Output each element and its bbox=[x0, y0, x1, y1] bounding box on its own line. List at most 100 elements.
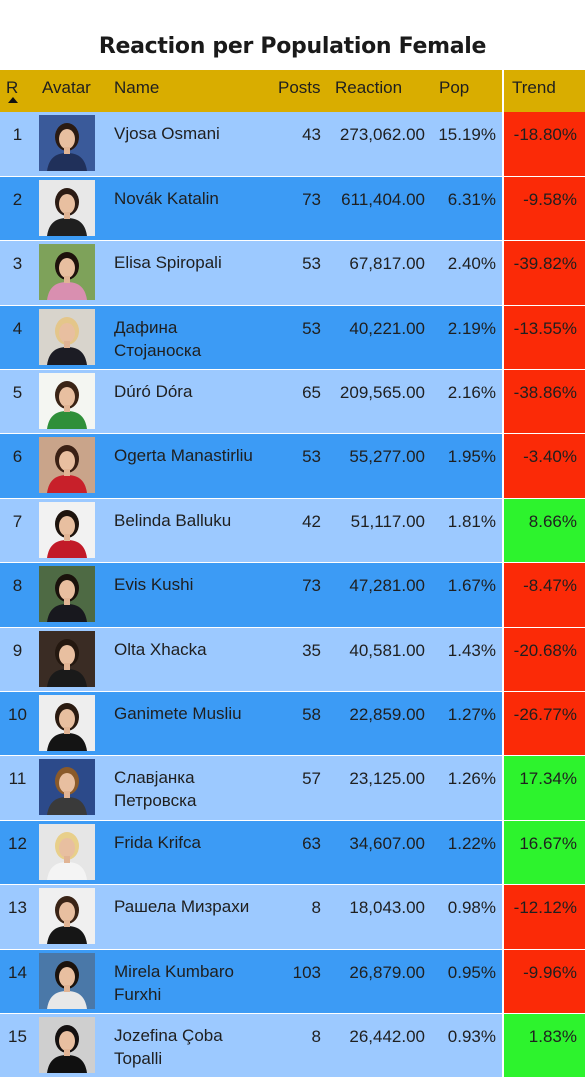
name-cell: Mirela Kumbaro Furxhi bbox=[106, 949, 270, 1014]
avatar[interactable] bbox=[39, 759, 95, 816]
posts-cell: 73 bbox=[270, 562, 327, 628]
avatar[interactable] bbox=[39, 501, 95, 558]
avatar[interactable] bbox=[39, 888, 95, 945]
trend-cell: -12.12% bbox=[502, 884, 585, 950]
reaction-cell: 18,043.00 bbox=[327, 884, 431, 950]
report-title: Reaction per Population Female bbox=[98, 34, 487, 59]
name-cell: Olta Xhacka bbox=[106, 627, 270, 693]
rank-cell: 11 bbox=[0, 755, 34, 821]
table-row[interactable]: 13 Рашела Мизрахи 8 18,043.00 0.98% -12.12% bbox=[0, 884, 585, 950]
reaction-cell: 26,442.00 bbox=[327, 1013, 431, 1078]
trend-cell: 8.66% bbox=[502, 498, 585, 564]
reaction-cell: 51,117.00 bbox=[327, 498, 431, 564]
avatar-cell bbox=[34, 627, 106, 693]
posts-cell: 73 bbox=[270, 176, 327, 242]
rank-cell: 1 bbox=[0, 112, 34, 177]
avatar-portrait-icon bbox=[39, 115, 95, 171]
table-row[interactable]: 2 Novák Katalin 73 611,404.00 6.31% -9.58% bbox=[0, 176, 585, 242]
name-cell: Frida Krifca bbox=[106, 820, 270, 886]
reaction-cell: 209,565.00 bbox=[327, 369, 431, 435]
avatar[interactable] bbox=[39, 308, 95, 365]
rank-cell: 3 bbox=[0, 240, 34, 306]
reaction-cell: 23,125.00 bbox=[327, 755, 431, 821]
avatar-cell bbox=[34, 755, 106, 821]
avatar[interactable] bbox=[39, 952, 95, 1009]
posts-cell: 8 bbox=[270, 884, 327, 950]
posts-cell: 65 bbox=[270, 369, 327, 435]
avatar-cell bbox=[34, 691, 106, 757]
reaction-cell: 34,607.00 bbox=[327, 820, 431, 886]
reaction-cell: 611,404.00 bbox=[327, 176, 431, 242]
avatar-cell bbox=[34, 1013, 106, 1078]
pop-cell: 6.31% bbox=[431, 176, 503, 242]
avatar[interactable] bbox=[39, 179, 95, 236]
trend-cell: -3.40% bbox=[502, 433, 585, 499]
table-body: 1 Vjosa Osmani 43 273,062.00 15.19% -18.80% 2 N… bbox=[0, 112, 585, 1078]
avatar-portrait-icon bbox=[39, 179, 95, 236]
trend-cell: -13.55% bbox=[502, 305, 585, 371]
pop-cell: 2.40% bbox=[431, 240, 503, 306]
posts-cell: 43 bbox=[270, 112, 327, 177]
column-header-reaction[interactable]: Reaction bbox=[327, 70, 431, 112]
reaction-cell: 40,581.00 bbox=[327, 627, 431, 693]
table-row[interactable]: 4 Дафина Стојаноска 53 40,221.00 2.19% -13.55… bbox=[0, 305, 585, 371]
pop-cell: 0.98% bbox=[431, 884, 503, 950]
table-row[interactable]: 7 Belinda Balluku 42 51,117.00 1.81% 8.66% bbox=[0, 498, 585, 564]
table-row[interactable]: 3 Elisa Spiropali 53 67,817.00 2.40% -39.82% bbox=[0, 240, 585, 306]
name-cell: Ganimete Musliu bbox=[106, 691, 270, 757]
posts-cell: 35 bbox=[270, 627, 327, 693]
avatar[interactable] bbox=[39, 115, 95, 171]
pop-cell: 1.81% bbox=[431, 498, 503, 564]
column-header-avatar[interactable]: Avatar bbox=[34, 70, 106, 112]
avatar[interactable] bbox=[39, 1016, 95, 1073]
table-row[interactable]: 1 Vjosa Osmani 43 273,062.00 15.19% -18.80% bbox=[0, 112, 585, 177]
posts-cell: 63 bbox=[270, 820, 327, 886]
avatar[interactable] bbox=[39, 695, 95, 752]
avatar-portrait-icon bbox=[39, 630, 95, 687]
name-cell: Jozefina Çoba Topalli bbox=[106, 1013, 270, 1078]
column-header-posts[interactable]: Posts bbox=[270, 70, 327, 112]
table-row[interactable]: 15 Jozefina Çoba Topalli 8 26,442.00 0.93% 1.… bbox=[0, 1013, 585, 1078]
name-cell: Дафина Стојаноска bbox=[106, 305, 270, 371]
table-row[interactable]: 6 Ogerta Manastirliu 53 55,277.00 1.95% -3.40… bbox=[0, 433, 585, 499]
reaction-cell: 55,277.00 bbox=[327, 433, 431, 499]
posts-cell: 103 bbox=[270, 949, 327, 1014]
column-header-trend[interactable]: Trend bbox=[502, 70, 585, 112]
avatar[interactable] bbox=[39, 373, 95, 430]
avatar-cell bbox=[34, 305, 106, 371]
table-row[interactable]: 11 Славјанка Петровска 57 23,125.00 1.26% 17.… bbox=[0, 755, 585, 821]
trend-cell: 1.83% bbox=[502, 1013, 585, 1078]
avatar[interactable] bbox=[39, 437, 95, 494]
table-row[interactable]: 12 Frida Krifca 63 34,607.00 1.22% 16.67% bbox=[0, 820, 585, 886]
table-row[interactable]: 8 Evis Kushi 73 47,281.00 1.67% -8.47% bbox=[0, 562, 585, 628]
avatar-cell bbox=[34, 240, 106, 306]
name-cell: Elisa Spiropali bbox=[106, 240, 270, 306]
table-row[interactable]: 14 Mirela Kumbaro Furxhi 103 26,879.00 0.95%… bbox=[0, 949, 585, 1014]
rank-cell: 2 bbox=[0, 176, 34, 242]
column-header-name[interactable]: Name bbox=[106, 70, 270, 112]
table-row[interactable]: 5 Dúró Dóra 65 209,565.00 2.16% -38.86% bbox=[0, 369, 585, 435]
avatar[interactable] bbox=[39, 566, 95, 623]
table-row[interactable]: 9 Olta Xhacka 35 40,581.00 1.43% -20.68% bbox=[0, 627, 585, 693]
avatar-cell bbox=[34, 433, 106, 499]
column-header-rank[interactable]: R bbox=[0, 70, 34, 112]
pop-cell: 1.67% bbox=[431, 562, 503, 628]
column-header-pop[interactable]: Pop bbox=[431, 70, 503, 112]
reaction-cell: 40,221.00 bbox=[327, 305, 431, 371]
sort-up-icon[interactable] bbox=[8, 97, 18, 103]
table-row[interactable]: 10 Ganimete Musliu 58 22,859.00 1.27% -26.77% bbox=[0, 691, 585, 757]
pop-cell: 15.19% bbox=[431, 112, 503, 177]
avatar[interactable] bbox=[39, 823, 95, 880]
avatar-portrait-icon bbox=[39, 823, 95, 880]
avatar[interactable] bbox=[39, 630, 95, 687]
rank-cell: 10 bbox=[0, 691, 34, 757]
avatar-cell bbox=[34, 884, 106, 950]
trend-cell: -8.47% bbox=[502, 562, 585, 628]
avatar-cell bbox=[34, 498, 106, 564]
avatar-cell bbox=[34, 369, 106, 435]
trend-cell: -18.80% bbox=[502, 112, 585, 177]
avatar[interactable] bbox=[39, 244, 95, 301]
rank-cell: 12 bbox=[0, 820, 34, 886]
pop-cell: 1.43% bbox=[431, 627, 503, 693]
avatar-portrait-icon bbox=[39, 373, 95, 430]
